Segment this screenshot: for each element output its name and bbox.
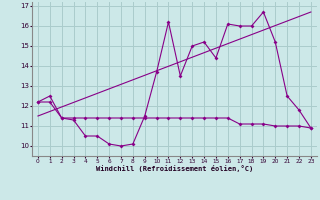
X-axis label: Windchill (Refroidissement éolien,°C): Windchill (Refroidissement éolien,°C) [96,165,253,172]
